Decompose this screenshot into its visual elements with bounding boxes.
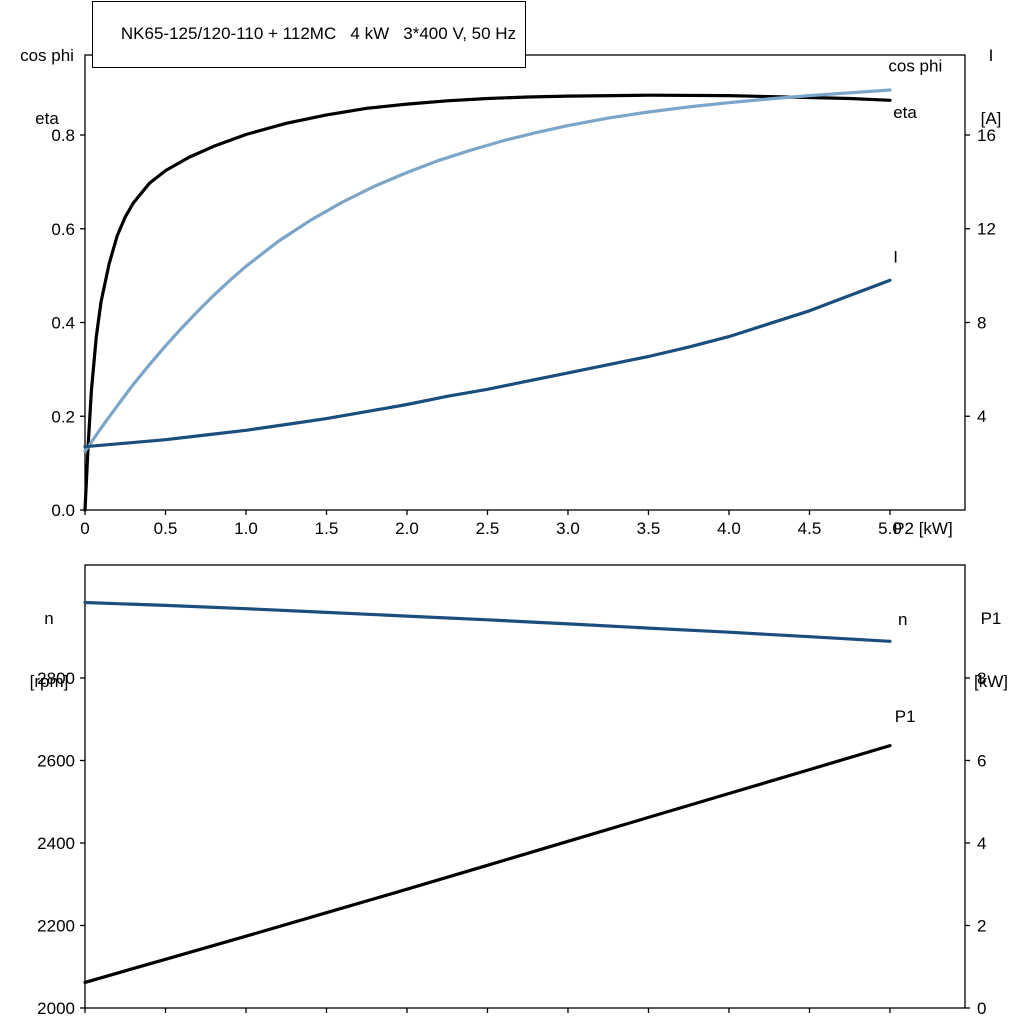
plot-border [84, 54, 966, 511]
left-y-tick-label: 0.8 [51, 126, 75, 145]
x-tick-label: 4.5 [798, 519, 822, 538]
series-curve-p1 [83, 743, 892, 985]
left-axis-label-cos-phi: cos phi [20, 46, 74, 65]
left-y-tick-label: 0.6 [51, 220, 75, 239]
right-axis-label-p1: P1 [980, 609, 1002, 628]
right-y-tick-label: 8 [977, 313, 986, 332]
right-y-tick-label: 12 [977, 220, 996, 239]
chart-title-box: NK65-125/120-110 + 112MC 4 kW 3*400 V, 5… [92, 1, 527, 68]
right-axis-label-current: I [988, 46, 994, 65]
left-y-tick-label: 2400 [37, 834, 75, 853]
right-y-tick-label: 16 [977, 126, 996, 145]
right-axis-label-amps-unit: [A] [980, 109, 1002, 128]
bottom-right-axis-title: P1 [kW] [960, 566, 1022, 734]
x-tick-label: 3.0 [556, 519, 580, 538]
series-curve-eta [83, 93, 892, 512]
left-y-tick-label: 2800 [37, 669, 75, 688]
x-tick-label: 2.0 [395, 519, 419, 538]
right-y-tick-label: 0 [977, 999, 986, 1018]
bottom-left-axis-title: n [rpm] [8, 566, 90, 734]
left-y-tick-label: 2000 [37, 999, 75, 1018]
left-axis-label-speed: n [44, 609, 54, 628]
series-label-i: I [893, 248, 898, 267]
series-label-eta: eta [893, 103, 917, 122]
x-tick-label: 0 [80, 519, 89, 538]
series-curve-i [83, 278, 892, 449]
right-y-tick-label: 4 [977, 834, 986, 853]
left-y-tick-label: 0.2 [51, 407, 75, 426]
series-curve-cos-phi [83, 88, 892, 453]
left-y-tick-label: 0.0 [51, 501, 75, 520]
series-label-n: n [898, 610, 907, 629]
top-right-axis-title: I [A] [962, 3, 1020, 171]
series-label-cos-phi: cos phi [888, 57, 942, 76]
right-axis-label-kw-unit: [kW] [974, 672, 1008, 691]
left-axis-label-rpm-unit: [rpm] [29, 672, 69, 691]
x-tick-label: 1.5 [315, 519, 339, 538]
x-tick-label: 4.0 [717, 519, 741, 538]
left-y-tick-label: 2200 [37, 916, 75, 935]
right-y-tick-label: 6 [977, 751, 986, 770]
series-label-p1: P1 [895, 707, 916, 726]
chart-title: NK65-125/120-110 + 112MC 4 kW 3*400 V, 5… [120, 24, 517, 43]
x-tick-label: 2.5 [476, 519, 500, 538]
plot-border [84, 564, 966, 1009]
x-tick-label: 0.5 [154, 519, 178, 538]
right-y-tick-label: 2 [977, 916, 986, 935]
left-axis-label-eta: eta [35, 109, 59, 128]
x-tick-label: 5.0 [878, 519, 902, 538]
x-tick-label: 1.0 [234, 519, 258, 538]
left-y-tick-label: 2600 [37, 751, 75, 770]
left-y-tick-label: 0.4 [51, 314, 75, 333]
x-axis-unit-label: P2 [kW] [893, 519, 953, 538]
top-left-axis-title: cos phi eta [8, 3, 86, 171]
right-y-tick-label: 8 [977, 669, 986, 688]
right-y-tick-label: 4 [977, 407, 986, 426]
series-curve-n [83, 600, 892, 643]
x-tick-label: 3.5 [637, 519, 661, 538]
